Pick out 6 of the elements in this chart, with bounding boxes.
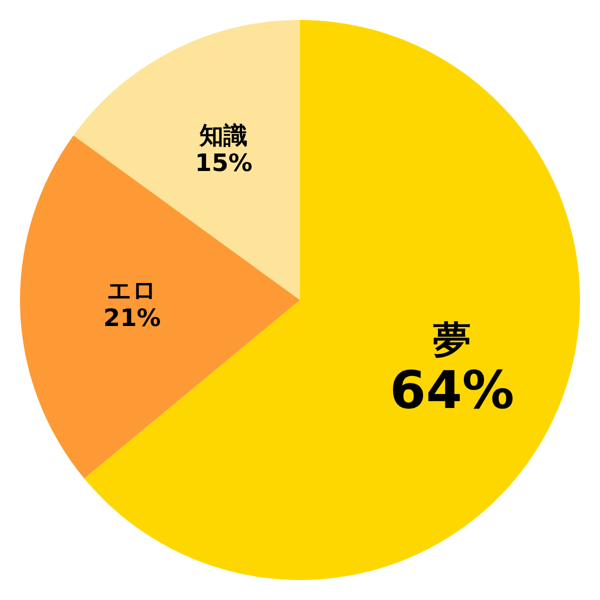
slice-label: 知識 — [198, 121, 248, 150]
data-label: 15% — [195, 148, 252, 177]
data-label: 64% — [390, 360, 514, 421]
slice-label: 夢 — [433, 318, 472, 362]
slice-label: エロ — [107, 276, 158, 304]
data-label: 21% — [103, 304, 161, 332]
